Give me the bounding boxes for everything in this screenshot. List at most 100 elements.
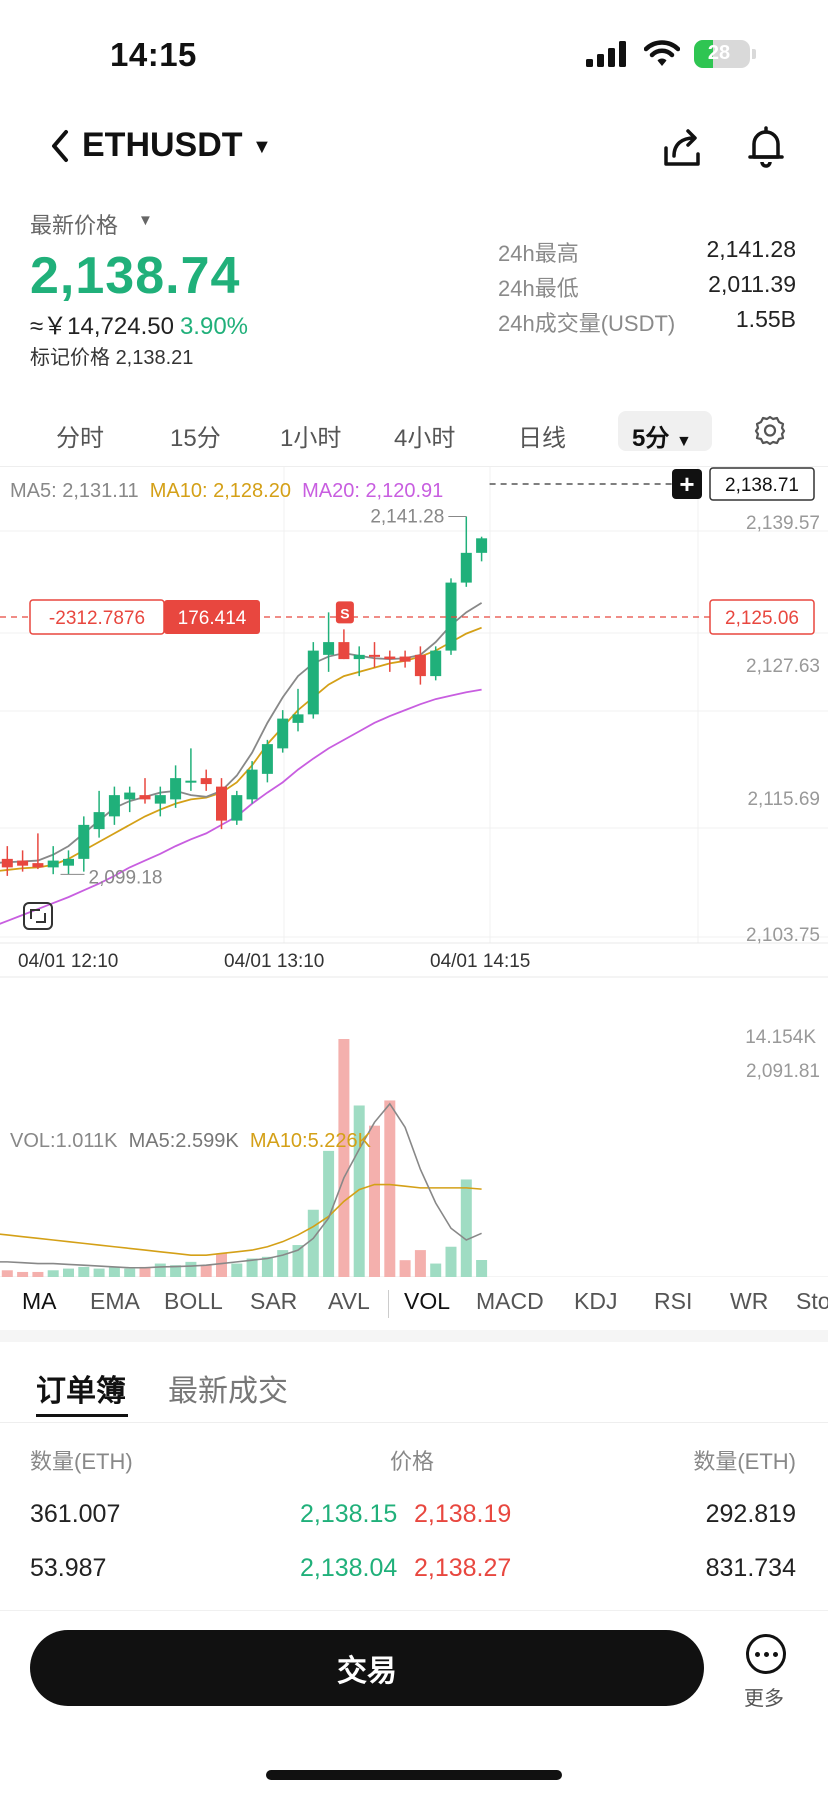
ma5-line xyxy=(0,602,483,864)
alert-button[interactable] xyxy=(744,124,788,168)
symbol-dropdown-caret-icon[interactable]: ▼ xyxy=(252,136,272,158)
back-button[interactable] xyxy=(50,128,70,173)
candle-body xyxy=(32,863,44,868)
volume-bar xyxy=(445,1246,457,1277)
ask-price[interactable]: 2,138.19 xyxy=(414,1500,512,1528)
candle-body xyxy=(460,552,472,583)
vol-ma5: MA5:2.599K xyxy=(128,1130,239,1152)
price-type-caret-icon[interactable]: ▼ xyxy=(138,212,153,229)
volume-bar xyxy=(1,1270,13,1277)
bid-price[interactable]: 2,138.15 xyxy=(300,1500,398,1528)
ask-qty[interactable]: 831.734 xyxy=(705,1554,796,1582)
indicator-avl[interactable]: AVL xyxy=(328,1288,370,1314)
volume-bar xyxy=(246,1258,258,1277)
tab-1h[interactable]: 1小时 xyxy=(280,425,342,452)
indicator-sar[interactable]: SAR xyxy=(250,1288,298,1314)
ma5-legend: MA5: 2,131.11 xyxy=(10,480,139,502)
more-icon[interactable] xyxy=(746,1634,786,1674)
expand-icon xyxy=(23,902,53,930)
time-axis-label: 04/01 13:10 xyxy=(224,951,324,972)
stat-24h-high-value: 2,141.28 xyxy=(706,236,796,262)
status-time: 14:15 xyxy=(110,36,197,73)
volume-bar xyxy=(323,1150,335,1277)
stat-24h-volume-value: 1.55B xyxy=(735,306,796,332)
candle-body xyxy=(200,778,212,785)
kline-chart-svg[interactable]: 2,139.57 2,127.63 2,115.69 2,103.75 2,091.81… xyxy=(0,467,828,1277)
latest-price-label[interactable]: 最新价格 xyxy=(30,213,119,238)
more-label[interactable]: 更多 xyxy=(744,1688,784,1710)
share-button[interactable] xyxy=(660,126,704,170)
ask-price[interactable]: 2,138.27 xyxy=(414,1554,512,1582)
candle-body xyxy=(369,654,380,657)
indicator-ma[interactable]: MA xyxy=(22,1288,57,1314)
tab-4h[interactable]: 4小时 xyxy=(394,425,456,452)
mark-price-label: 标记价格 xyxy=(30,347,110,369)
volume-bar xyxy=(185,1261,197,1277)
vol-value: VOL:1.011K xyxy=(10,1130,118,1152)
volume-bar xyxy=(399,1260,411,1277)
volume-bar xyxy=(353,1105,365,1277)
vol-ma10: MA10:5.226K xyxy=(249,1130,372,1152)
stat-24h-high-label: 24h最高 xyxy=(498,241,579,266)
tab-5m-label[interactable]: 5分 ▼ xyxy=(632,425,692,452)
volume-bar xyxy=(139,1266,151,1277)
bid-qty[interactable]: 53.987 xyxy=(30,1554,107,1582)
candle-body xyxy=(231,795,243,821)
expand-icon-arrows xyxy=(30,909,46,923)
indicator-sto[interactable]: Sto xyxy=(796,1288,828,1314)
add-order-button xyxy=(672,469,702,499)
candle-body xyxy=(108,795,120,817)
change-percent: 3.90% xyxy=(179,313,249,340)
volume-bar xyxy=(200,1265,212,1277)
trade-button[interactable]: 交易 xyxy=(30,1630,704,1706)
volume-bar xyxy=(124,1268,136,1277)
bid-qty[interactable]: 361.007 xyxy=(30,1500,121,1528)
candle-body xyxy=(47,860,59,868)
volume-bar xyxy=(170,1265,182,1277)
candle-body xyxy=(1,858,13,868)
stat-24h-volume-label: 24h成交量(USDT) xyxy=(498,311,676,336)
tab-15m[interactable]: 15分 xyxy=(170,425,221,452)
tab-latest-trades[interactable]: 最新成交 xyxy=(168,1375,288,1408)
kline-chart[interactable]: 2,139.57 2,127.63 2,115.69 2,103.75 2,091.81… xyxy=(0,466,828,1277)
indicator-kdj[interactable]: KDJ xyxy=(574,1288,618,1314)
indicator-boll[interactable]: BOLL xyxy=(164,1288,223,1314)
candle-body xyxy=(261,744,273,774)
candle-body xyxy=(307,650,319,715)
indicator-ema[interactable]: EMA xyxy=(90,1288,140,1314)
indicator-macd[interactable]: MACD xyxy=(476,1288,544,1314)
volume-bar xyxy=(292,1245,304,1277)
tab-daily[interactable]: 日线 xyxy=(518,425,566,452)
sell-marker-label: S xyxy=(340,605,349,621)
tab-5m-active[interactable] xyxy=(618,411,712,451)
indicator-wr[interactable]: WR xyxy=(730,1288,769,1314)
order-book-tab-indicator xyxy=(36,1414,128,1417)
chevron-left-icon xyxy=(52,130,68,162)
candle-body xyxy=(139,795,151,800)
volume-bar xyxy=(414,1250,426,1277)
volume-bar xyxy=(17,1271,29,1277)
plus-icon: + xyxy=(679,469,694,499)
gear-icon xyxy=(754,415,786,446)
signal-icon xyxy=(586,41,626,67)
bid-price[interactable]: 2,138.04 xyxy=(300,1554,398,1582)
volume-bar xyxy=(93,1268,105,1277)
ask-qty[interactable]: 292.819 xyxy=(705,1500,796,1528)
wifi-icon xyxy=(644,40,680,66)
stat-24h-low-label: 24h最低 xyxy=(498,276,579,301)
volume-bar xyxy=(63,1268,74,1277)
price-axis-label: 2,115.69 xyxy=(747,789,820,810)
indicator-rsi[interactable]: RSI xyxy=(654,1288,693,1314)
chart-settings-button[interactable] xyxy=(754,414,786,446)
tab-order-book[interactable]: 订单簿 xyxy=(36,1375,126,1408)
ma20-legend: MA20: 2,120.91 xyxy=(302,480,444,502)
volume-bar xyxy=(430,1263,442,1277)
last-price: 2,138.74 xyxy=(30,247,241,305)
candle-body xyxy=(154,795,166,804)
battery-icon: 28 xyxy=(694,40,750,68)
indicator-vol[interactable]: VOL xyxy=(404,1288,451,1314)
tab-timeline[interactable]: 分时 xyxy=(56,425,104,452)
symbol-selector[interactable]: ETHUSDT xyxy=(82,126,243,164)
sell-marker xyxy=(335,601,354,624)
high-label: 2,141.28 xyxy=(370,506,444,527)
